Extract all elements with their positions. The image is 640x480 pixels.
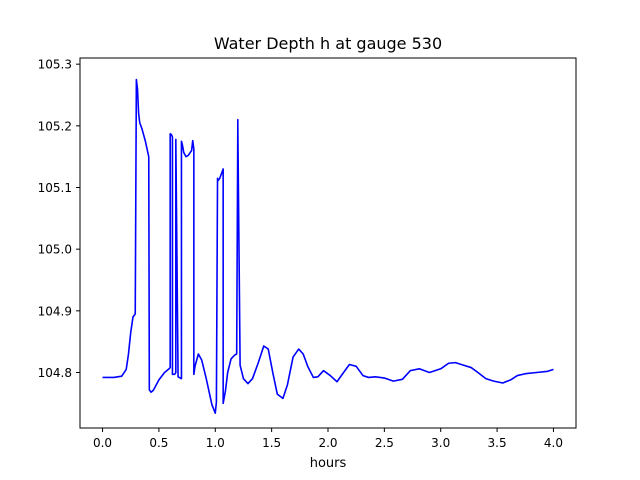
y-tick-label: 105.1 [38,181,72,195]
y-tick-label: 105.0 [38,243,72,257]
x-axis: 0.0 0.5 1.0 1.5 2.0 2.5 3.0 3.5 4.0 [93,428,563,450]
y-tick-label: 104.8 [38,366,72,380]
x-tick-label: 3.5 [488,436,507,450]
x-tick-label: 3.0 [431,436,450,450]
chart-title: Water Depth h at gauge 530 [214,34,442,53]
x-tick-label: 0.5 [149,436,168,450]
x-tick-label: 0.0 [93,436,112,450]
y-axis: 104.8 104.9 105.0 105.1 105.2 105.3 [38,58,80,380]
series-line-0 [102,78,554,415]
x-tick-label: 1.0 [206,436,225,450]
x-axis-label: hours [310,456,347,471]
y-tick-label: 104.9 [38,304,72,318]
x-tick-label: 2.5 [375,436,394,450]
x-tick-label: 1.5 [262,436,281,450]
y-tick-label: 105.2 [38,119,72,133]
plot-area [102,78,554,415]
x-tick-label: 2.0 [318,436,337,450]
x-tick-label: 4.0 [544,436,563,450]
y-tick-label: 105.3 [38,58,72,72]
